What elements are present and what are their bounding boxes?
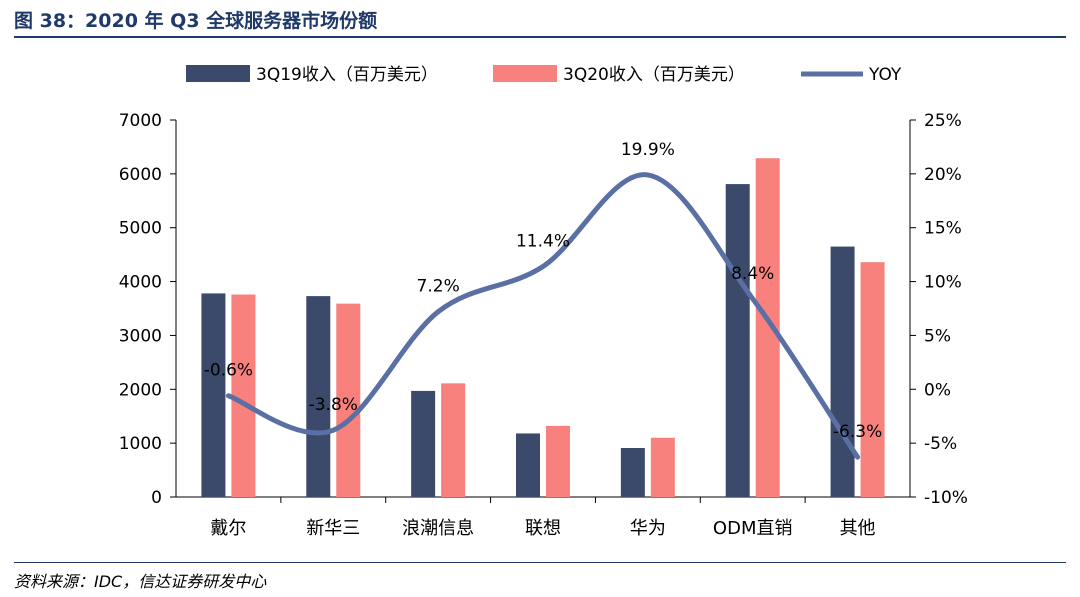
- y-right-tick-label: 25%: [924, 111, 962, 131]
- x-category-label: ODM直销: [713, 518, 793, 539]
- yoy-data-label: 11.4%: [516, 231, 570, 251]
- legend-swatch-3q19: [186, 65, 250, 82]
- y-left-tick-label: 3000: [119, 326, 162, 346]
- bar-3q20: [441, 383, 466, 497]
- source-rule: [14, 562, 1066, 563]
- yoy-data-label: 8.4%: [731, 264, 774, 284]
- x-category-label: 浪潮信息: [402, 518, 474, 539]
- legend-label-yoy: YOY: [868, 65, 902, 85]
- x-category-label: 新华三: [306, 518, 360, 539]
- x-category-label: 华为: [630, 518, 666, 539]
- legend-swatch-3q20: [493, 65, 557, 82]
- bar-3q19: [725, 184, 750, 497]
- y-left-tick-label: 4000: [119, 273, 162, 293]
- yoy-data-label: -0.6%: [204, 361, 253, 381]
- y-right-tick-label: -5%: [924, 434, 957, 454]
- yoy-line: [225, 172, 861, 460]
- bar-3q19: [201, 293, 226, 497]
- y-left-tick-label: 2000: [119, 380, 162, 400]
- bar-3q19: [830, 246, 855, 497]
- y-right-tick-label: 5%: [924, 326, 951, 346]
- y-right-tick-label: 10%: [924, 273, 962, 293]
- y-right-tick-label: 20%: [924, 165, 962, 185]
- bar-3q19: [306, 296, 331, 497]
- bar-3q20: [231, 294, 256, 497]
- bar-3q19: [516, 433, 540, 497]
- y-left-tick-label: 6000: [119, 165, 162, 185]
- y-left-tick-label: 0: [151, 488, 162, 508]
- bar-3q19: [411, 390, 436, 497]
- x-category-label: 戴尔: [210, 518, 246, 539]
- bar-3q20: [546, 425, 570, 497]
- x-category-label: 其他: [840, 518, 876, 539]
- legend-label-3q19: 3Q19收入（百万美元）: [256, 65, 438, 85]
- x-category-label: 联想: [525, 518, 561, 539]
- yoy-data-label: 7.2%: [417, 277, 460, 297]
- yoy-data-label: 19.9%: [621, 140, 675, 160]
- legend-label-3q20: 3Q20收入（百万美元）: [563, 65, 745, 85]
- y-left-tick-label: 1000: [119, 434, 162, 454]
- bar-3q19: [620, 447, 645, 497]
- combo-chart: 0 1000 2000 3000 4000 5000 6000 7000 -10% -5% 0% 5%…: [119, 65, 968, 539]
- yoy-data-label: -6.3%: [833, 422, 882, 442]
- bar-3q20: [650, 437, 675, 497]
- figure-title: 图 38：2020 年 Q3 全球服务器市场份额: [14, 10, 378, 32]
- y-right-tick-label: 0%: [924, 380, 951, 400]
- source-note: 资料来源：IDC，信达证券研发中心: [14, 572, 267, 591]
- y-right-tick-label: -10%: [924, 488, 968, 508]
- y-right-tick-label: 15%: [924, 219, 962, 239]
- bar-3q20: [860, 262, 885, 497]
- title-rule: [14, 36, 1066, 38]
- bar-3q20: [336, 303, 361, 497]
- yoy-data-label: -3.8%: [309, 395, 358, 415]
- y-left-tick-label: 5000: [119, 219, 162, 239]
- y-left-tick-label: 7000: [119, 111, 162, 131]
